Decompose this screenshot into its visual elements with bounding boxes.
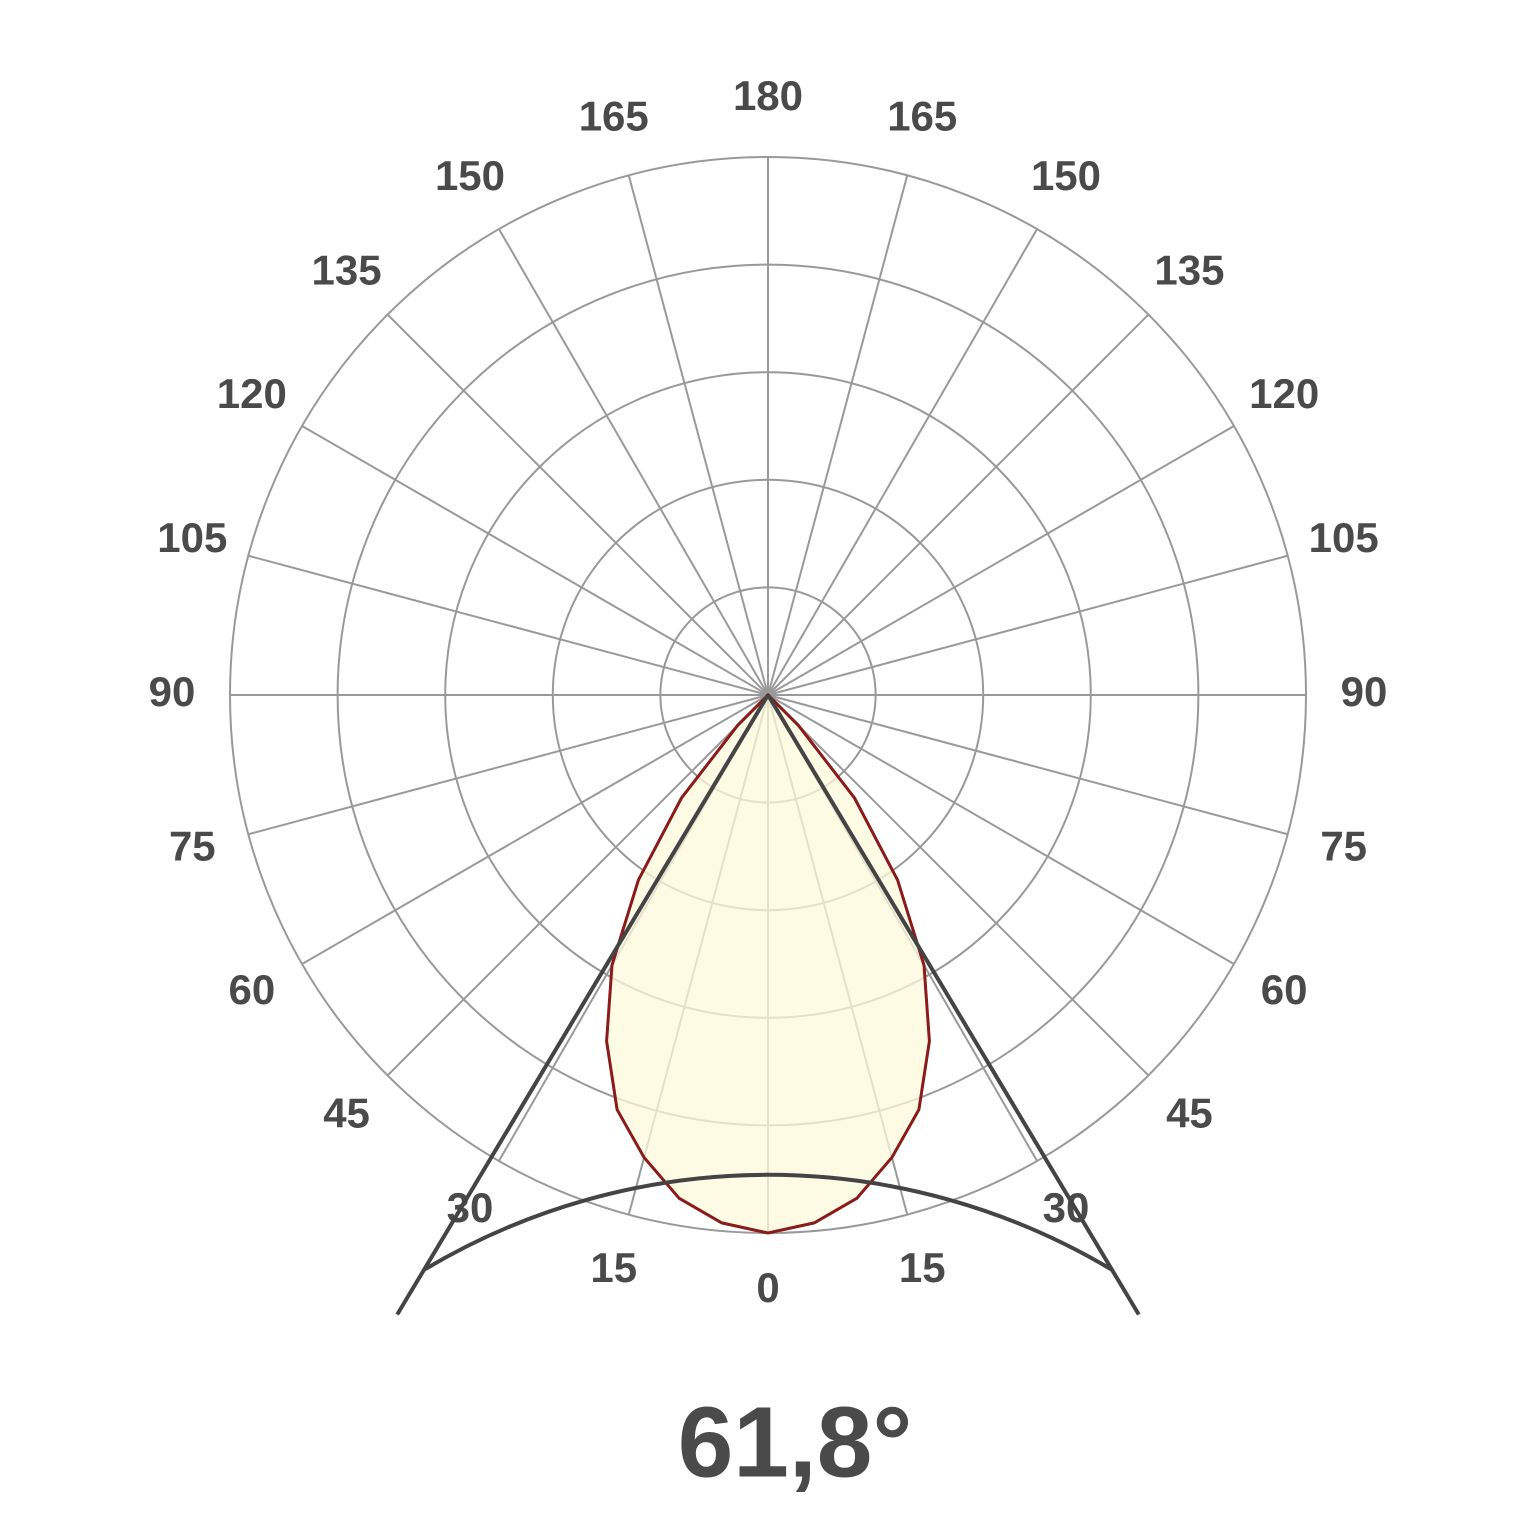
beam-arc xyxy=(422,1172,1114,1272)
grid-spoke xyxy=(627,175,769,696)
grid-spoke xyxy=(248,694,769,836)
angle-tick-label: 15 xyxy=(899,1244,946,1291)
grid-spoke xyxy=(767,694,1150,1077)
grid-spoke xyxy=(767,554,1288,696)
grid-spoke xyxy=(498,228,769,696)
angle-tick-label: 150 xyxy=(435,152,505,199)
angle-tick-label: 90 xyxy=(149,668,196,715)
angle-tick-label: 75 xyxy=(169,822,216,869)
grid-spoke xyxy=(301,425,769,696)
angle-tick-label: 45 xyxy=(1166,1090,1213,1137)
angle-tick-label: 60 xyxy=(228,966,275,1013)
grid-spoke xyxy=(248,554,769,696)
angle-tick-label: 135 xyxy=(312,247,382,294)
grid-spoke xyxy=(767,228,1038,696)
angle-tick-label: 165 xyxy=(887,92,957,139)
angle-tick-label: 105 xyxy=(1309,514,1379,561)
grid-spoke xyxy=(767,694,1235,965)
grid-spoke xyxy=(301,694,769,965)
angle-tick-label: 60 xyxy=(1261,966,1308,1013)
angle-tick-label: 180 xyxy=(733,72,803,119)
angle-tick-label: 90 xyxy=(1341,668,1388,715)
grid-spoke xyxy=(767,425,1235,696)
angle-tick-label: 150 xyxy=(1031,152,1101,199)
beam-angle-label: 61,8° xyxy=(678,1386,913,1498)
angle-tick-label: 165 xyxy=(579,92,649,139)
beam-line xyxy=(395,693,770,1316)
grid-spoke xyxy=(767,694,1288,836)
angle-tick-label: 120 xyxy=(1249,370,1319,417)
grid-spoke xyxy=(386,694,769,1077)
angle-tick-label: 45 xyxy=(323,1090,370,1137)
angle-tick-label: 105 xyxy=(157,514,227,561)
angle-tick-label: 0 xyxy=(756,1264,779,1311)
angle-tick-label: 75 xyxy=(1320,822,1367,869)
angle-tick-label: 15 xyxy=(590,1244,637,1291)
intensity-curve xyxy=(605,692,931,1235)
grid-spoke xyxy=(767,175,909,696)
angle-tick-label: 120 xyxy=(217,370,287,417)
beam-line xyxy=(766,693,1141,1316)
grid-spoke xyxy=(386,313,769,696)
angle-tick-label: 135 xyxy=(1154,247,1224,294)
grid-spoke xyxy=(767,313,1150,696)
